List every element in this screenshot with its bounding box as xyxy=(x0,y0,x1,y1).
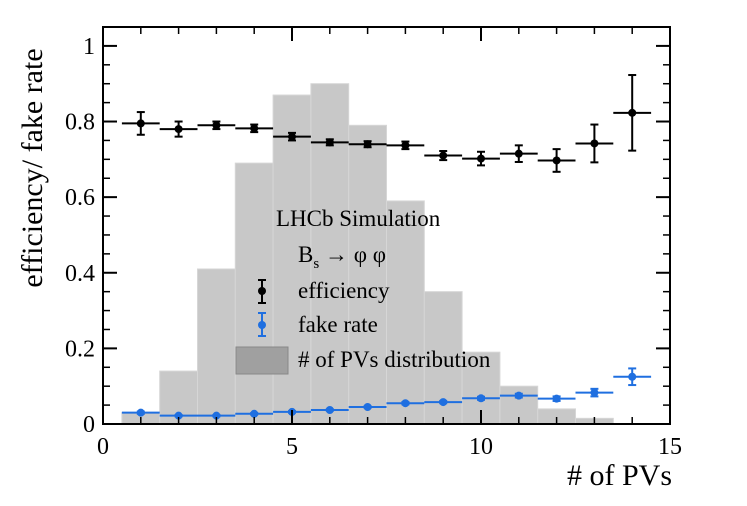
histogram-bar xyxy=(234,162,274,425)
y-tick-label: 0.4 xyxy=(65,261,95,287)
data-point xyxy=(325,406,334,415)
data-point xyxy=(174,125,183,134)
data-point xyxy=(401,141,410,150)
y-tick-label: 0.6 xyxy=(65,185,95,211)
data-point xyxy=(514,391,523,400)
data-point xyxy=(363,140,372,149)
data-point xyxy=(590,388,599,397)
data-point xyxy=(439,398,448,407)
data-point xyxy=(136,408,145,417)
pv-distribution-histogram xyxy=(121,83,614,425)
histogram-bar xyxy=(348,124,388,425)
data-point xyxy=(477,394,485,403)
axis-ticks: 0 5 10 15 0 0.2 0.4 0.6 0.8 1 xyxy=(65,26,682,460)
histogram-bar xyxy=(386,200,425,425)
data-point xyxy=(552,394,561,403)
x-tick-label: 15 xyxy=(658,434,682,460)
data-point xyxy=(590,139,599,148)
legend: efficiency fake rate # of PVs distributi… xyxy=(235,278,491,375)
data-series xyxy=(121,74,652,420)
legend-label-pv-distribution: # of PVs distribution xyxy=(298,347,491,372)
data-point xyxy=(250,409,259,418)
process-rest: → φ φ xyxy=(319,242,386,267)
y-tick-label: 0.8 xyxy=(65,110,95,136)
data-point xyxy=(212,121,221,130)
y-tick-label: 1 xyxy=(83,34,95,60)
data-point xyxy=(212,411,221,420)
data-point xyxy=(628,372,637,381)
legend-label-efficiency: efficiency xyxy=(298,278,390,303)
data-point xyxy=(477,154,485,163)
legend-marker-fake-rate xyxy=(258,312,266,337)
process-subscript: s xyxy=(313,256,319,272)
y-tick-label: 0 xyxy=(83,412,95,438)
x-axis-label: # of PVs xyxy=(567,459,672,492)
data-point xyxy=(174,411,183,420)
data-point xyxy=(325,138,334,147)
legend-label-fake-rate: fake rate xyxy=(298,312,378,337)
y-axis-label: efficiency/ fake rate xyxy=(16,48,49,287)
data-point xyxy=(439,151,448,160)
series-efficiency xyxy=(121,74,652,173)
data-point xyxy=(628,108,637,117)
process-main: B xyxy=(298,242,313,267)
data-point xyxy=(136,119,145,128)
data-point xyxy=(514,149,523,158)
x-tick-label: 0 xyxy=(97,434,109,460)
series-fake-rate xyxy=(121,367,652,420)
legend-marker-efficiency xyxy=(258,279,266,304)
process-label: Bs → φ φ xyxy=(298,242,386,272)
data-point xyxy=(288,132,296,141)
legend-marker-pv-distribution xyxy=(235,346,289,375)
histogram-bar xyxy=(197,268,236,425)
data-point xyxy=(250,124,259,133)
data-point xyxy=(552,156,561,165)
x-tick-label: 10 xyxy=(469,434,493,460)
x-tick-label: 5 xyxy=(286,434,298,460)
plot-frame xyxy=(102,26,671,425)
data-point xyxy=(401,399,410,408)
y-tick-label: 0.2 xyxy=(65,336,95,362)
lhcb-simulation-label: LHCb Simulation xyxy=(276,206,441,231)
data-point xyxy=(363,402,372,411)
